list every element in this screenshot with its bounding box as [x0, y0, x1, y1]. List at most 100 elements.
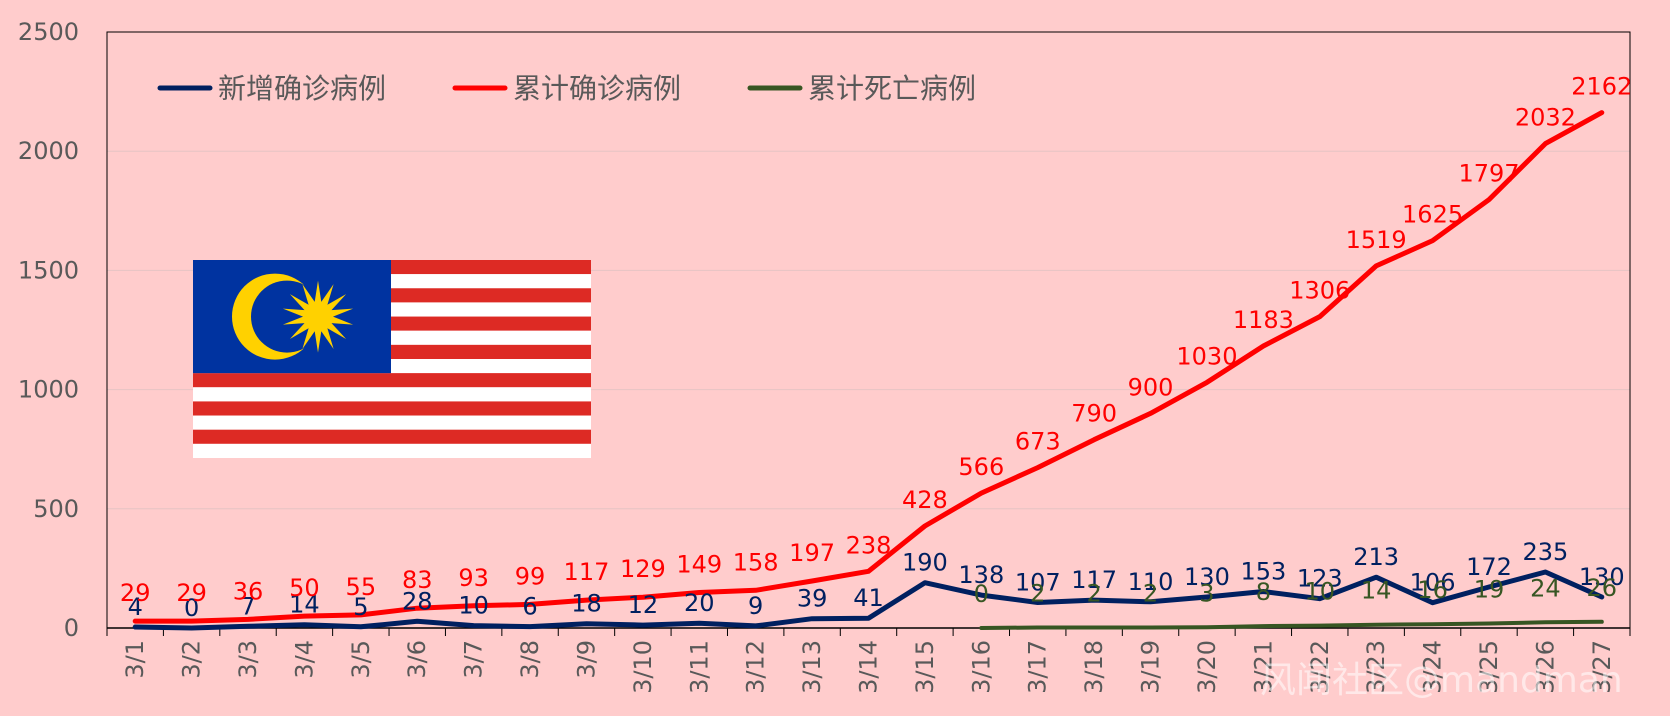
data-label: 29 — [176, 579, 207, 607]
legend-label: 累计确诊病例 — [513, 72, 681, 105]
data-label: 2032 — [1515, 104, 1576, 132]
data-label: 99 — [515, 562, 546, 590]
data-label: 117 — [1071, 566, 1117, 594]
data-label: 9 — [748, 592, 763, 620]
data-label: 106 — [1410, 569, 1456, 597]
data-label: 197 — [789, 539, 835, 567]
data-label: 1306 — [1289, 277, 1350, 305]
data-label: 19 — [1474, 575, 1505, 603]
x-tick-label: 3/7 — [460, 640, 488, 679]
data-label: 158 — [733, 548, 779, 576]
flag-stripe — [193, 373, 591, 388]
x-tick-label: 3/11 — [685, 640, 713, 694]
y-tick-label: 2000 — [18, 137, 79, 165]
x-tick-label: 3/1 — [121, 640, 149, 679]
x-tick-label: 3/2 — [178, 640, 206, 679]
data-label: 18 — [571, 590, 602, 618]
data-label: 117 — [564, 558, 610, 586]
data-label: 1625 — [1402, 201, 1463, 229]
x-tick-label: 3/3 — [234, 640, 262, 679]
data-label: 8 — [1256, 578, 1271, 606]
data-label: 129 — [620, 555, 666, 583]
data-label: 2162 — [1571, 73, 1632, 101]
flag-stripe — [193, 401, 591, 416]
x-tick-label: 3/17 — [1024, 640, 1052, 694]
data-label: 41 — [853, 584, 884, 612]
legend-label: 新增确诊病例 — [218, 72, 386, 105]
data-label: 428 — [902, 486, 948, 514]
series — [132, 110, 1605, 631]
data-label: 130 — [1579, 563, 1625, 591]
y-tick-label: 2500 — [18, 18, 79, 46]
data-label: 36 — [233, 577, 264, 605]
x-tick-label: 3/22 — [1306, 640, 1334, 694]
data-label: 24 — [1530, 574, 1561, 602]
data-label: 172 — [1466, 553, 1512, 581]
data-label: 235 — [1522, 538, 1568, 566]
data-label: 673 — [1015, 428, 1061, 456]
x-tick-label: 3/20 — [1193, 640, 1221, 694]
x-tick-label: 3/5 — [347, 640, 375, 679]
data-label: 238 — [846, 531, 892, 559]
series-line-0 — [132, 569, 1605, 631]
legend-label: 累计死亡病例 — [808, 72, 976, 105]
data-label: 3 — [1199, 579, 1214, 607]
data-label: 1183 — [1233, 306, 1294, 334]
x-tick-label: 3/24 — [1419, 640, 1447, 694]
data-label: 566 — [958, 453, 1004, 481]
data-label: 5 — [353, 593, 368, 621]
flag-stripe — [193, 415, 591, 430]
data-label: 1030 — [1176, 342, 1237, 370]
data-label: 14 — [289, 591, 320, 619]
x-tick-label: 3/12 — [742, 640, 770, 694]
series-line-2 — [979, 619, 1604, 630]
data-label: 149 — [676, 550, 722, 578]
x-tick-label: 3/27 — [1588, 640, 1616, 694]
data-label: 900 — [1128, 373, 1174, 401]
data-label: 2 — [1143, 580, 1158, 608]
x-tick-label: 3/19 — [1137, 640, 1165, 694]
x-tick-label: 3/4 — [290, 640, 318, 679]
flag-stripe — [193, 443, 591, 458]
data-label: 83 — [402, 566, 433, 594]
data-label: 50 — [289, 574, 320, 602]
data-label: 2 — [1030, 580, 1045, 608]
data-label: 790 — [1071, 400, 1117, 428]
x-tick-label: 3/15 — [911, 640, 939, 694]
data-label: 123 — [1297, 565, 1343, 593]
data-label: 0 — [184, 594, 199, 622]
data-label: 28 — [402, 587, 433, 615]
data-label: 93 — [458, 564, 489, 592]
x-tick-label: 3/13 — [798, 640, 826, 694]
data-label: 26 — [1587, 574, 1618, 602]
flag-stripe — [193, 387, 591, 402]
data-label: 12 — [628, 591, 659, 619]
malaysia-flag-icon — [193, 260, 591, 458]
flag-crescent-inner — [251, 280, 323, 353]
data-label: 190 — [902, 549, 948, 577]
data-label: 7 — [240, 592, 255, 620]
data-label: 10 — [458, 592, 489, 620]
y-tick-label: 1000 — [18, 376, 79, 404]
data-label: 39 — [797, 585, 828, 613]
data-label: 2 — [1086, 580, 1101, 608]
flag-stripe — [193, 429, 591, 444]
data-label: 1797 — [1458, 160, 1519, 188]
data-label: 20 — [684, 589, 715, 617]
watermark: 风闻社区@mandman — [1260, 660, 1623, 701]
data-label: 213 — [1353, 543, 1399, 571]
x-tick-label: 3/23 — [1362, 640, 1390, 694]
y-tick-label: 1500 — [18, 256, 79, 284]
x-tick-label: 3/10 — [629, 640, 657, 694]
data-label: 10 — [1304, 578, 1335, 606]
data-label: 138 — [958, 561, 1004, 589]
data-label: 0 — [974, 580, 989, 608]
series-line-1 — [132, 110, 1605, 624]
legend: 新增确诊病例 累计确诊病例 累计死亡病例 — [157, 72, 976, 105]
x-tick-label: 3/9 — [572, 640, 600, 679]
y-tick-label: 0 — [64, 614, 79, 642]
x-tick-label: 3/6 — [403, 640, 431, 679]
